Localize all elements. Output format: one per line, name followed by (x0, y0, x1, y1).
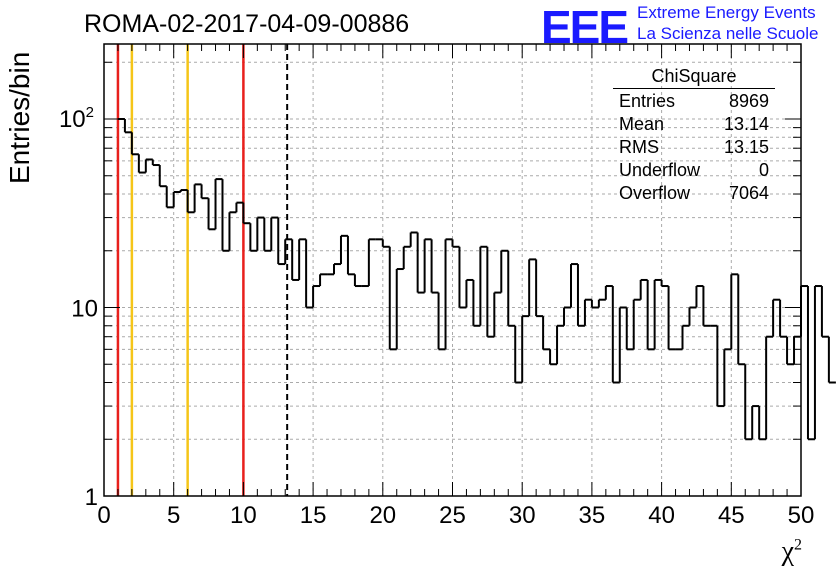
eee-logo: EEE (541, 1, 629, 53)
reference-lines (116, 44, 289, 496)
stats-row-mean: Mean 13.14 (619, 114, 769, 134)
x-axis-label: χ2 (781, 536, 802, 567)
x-tick-label: 15 (300, 502, 327, 529)
stats-row-rms: RMS 13.15 (619, 137, 769, 157)
y-tick-label: 10 (71, 296, 98, 323)
stats-row-overflow: Overflow 7064 (619, 183, 769, 203)
y-axis-label: Entries/bin (4, 51, 35, 184)
stats-row-underflow: Underflow 0 (619, 160, 769, 180)
brand-line-1: Extreme Energy Events (637, 3, 816, 22)
x-tick-label: 0 (97, 502, 110, 529)
chart-title: ROMA-02-2017-04-09-00886 (84, 10, 410, 38)
x-tick-label: 30 (509, 502, 536, 529)
plot-frame (103, 43, 802, 497)
x-tick-label: 25 (439, 502, 466, 529)
axis-ticks (103, 44, 802, 497)
brand-line-2: La Scienza nelle Scuole (637, 24, 819, 43)
stats-title: ChiSquare (613, 66, 775, 89)
x-tick-label: 50 (788, 502, 815, 529)
stats-box: ChiSquare Entries 8969 Mean 13.14 RMS 13.15… (613, 66, 775, 206)
stats-row-entries: Entries 8969 (619, 91, 769, 111)
histogram-bins (117, 118, 836, 441)
y-tick-label: 1 (85, 484, 98, 511)
x-tick-label: 40 (648, 502, 675, 529)
grid-lines (104, 44, 801, 496)
x-tick-label: 45 (718, 502, 745, 529)
x-tick-label: 20 (369, 502, 396, 529)
x-tick-label: 5 (167, 502, 180, 529)
x-tick-label: 35 (579, 502, 606, 529)
y-tick-label: 102 (59, 104, 94, 133)
y-tick-labels: 1 10 102 (59, 104, 98, 511)
x-tick-label: 10 (230, 502, 257, 529)
x-tick-labels: 0 5 10 15 20 25 30 35 40 45 50 (97, 502, 814, 529)
